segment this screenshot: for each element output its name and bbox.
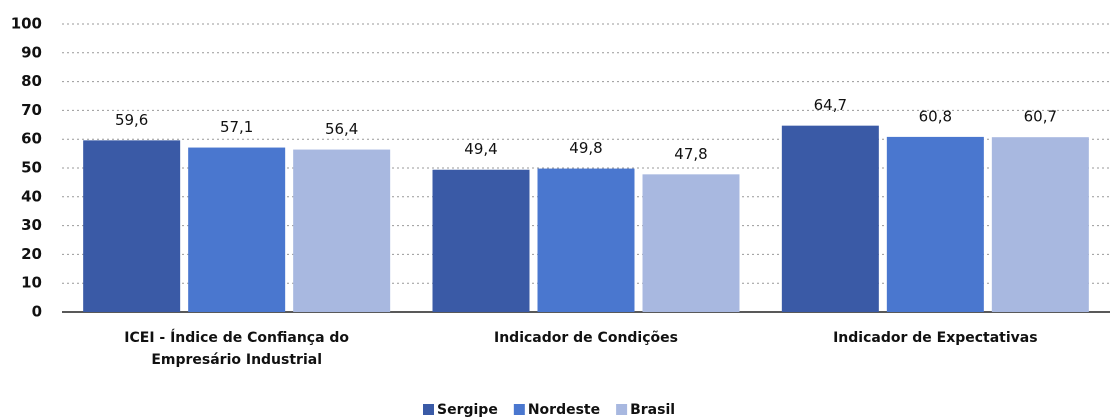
x-tick-label: ICEI - Índice de Confiança do Empresário… — [124, 330, 350, 368]
bar — [83, 140, 181, 312]
legend-label: Brasil — [630, 402, 675, 418]
legend-label: Nordeste — [528, 402, 600, 418]
y-tick-label: 10 — [21, 274, 42, 292]
value-label: 49,8 — [569, 139, 602, 157]
bar — [188, 147, 286, 312]
bar — [886, 136, 984, 312]
value-label: 56,4 — [325, 120, 358, 138]
value-label: 57,1 — [220, 118, 253, 136]
bar — [991, 137, 1089, 312]
x-tick-label: Indicador de Condições — [494, 330, 678, 346]
y-tick-label: 40 — [21, 187, 42, 205]
y-tick-label: 80 — [21, 72, 42, 90]
legend-label: Sergipe — [437, 402, 498, 418]
x-tick-label: Indicador de Expectativas — [833, 330, 1038, 346]
y-tick-label: 60 — [21, 130, 42, 148]
y-tick-label: 0 — [32, 303, 42, 321]
bar — [293, 149, 391, 312]
value-label: 49,4 — [464, 140, 497, 158]
y-tick-label: 100 — [11, 15, 42, 33]
y-tick-label: 50 — [21, 159, 42, 177]
value-label: 47,8 — [674, 145, 707, 163]
legend-swatch — [513, 404, 525, 415]
y-tick-label: 70 — [21, 101, 42, 119]
bar — [781, 125, 879, 312]
y-tick-label: 20 — [21, 245, 42, 263]
value-label: 59,6 — [115, 111, 148, 129]
bar — [537, 168, 635, 312]
legend-swatch — [616, 404, 628, 415]
value-label: 64,7 — [814, 96, 847, 114]
value-label: 60,8 — [919, 107, 952, 125]
legend-swatch — [423, 404, 434, 415]
value-label: 60,7 — [1024, 108, 1057, 126]
y-tick-label: 90 — [21, 43, 42, 61]
bar — [432, 169, 530, 312]
y-tick-label: 30 — [21, 216, 42, 234]
bar — [642, 174, 740, 312]
